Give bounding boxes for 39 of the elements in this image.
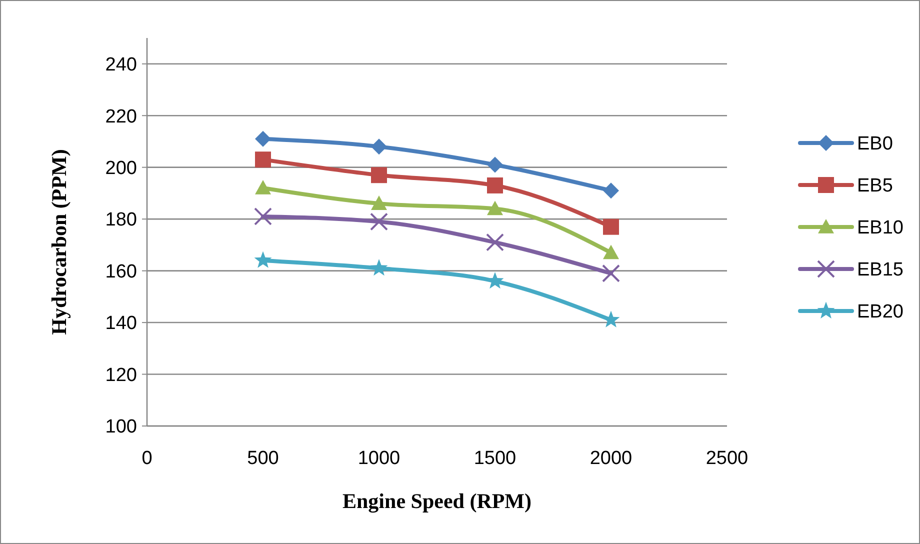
point — [255, 130, 271, 147]
x-tick-label: 1000 — [358, 448, 400, 469]
x-tick-label: 1500 — [474, 448, 516, 469]
x-axis-title: Engine Speed (RPM) — [342, 489, 532, 513]
y-tick-label: 180 — [105, 210, 137, 231]
point — [370, 212, 388, 231]
point — [487, 200, 503, 216]
point — [486, 233, 504, 252]
legend-label: EB0 — [857, 134, 893, 155]
point — [371, 167, 387, 184]
point — [371, 196, 387, 210]
y-tick-label: 120 — [105, 364, 137, 386]
x-tick-label: 2000 — [590, 448, 632, 469]
y-tick-label: 140 — [105, 313, 137, 334]
point — [602, 264, 620, 282]
y-tick-label: 220 — [105, 106, 137, 128]
point — [255, 180, 271, 194]
y-tick-label: 200 — [105, 158, 137, 179]
y-tick-label: 160 — [105, 261, 137, 282]
point — [603, 182, 619, 199]
point — [487, 177, 503, 194]
point — [254, 207, 272, 226]
x-tick-label: 0 — [142, 448, 152, 469]
y-tick-label: 100 — [105, 416, 137, 438]
x-tick-label: 500 — [247, 448, 279, 469]
x-tick-label: 2500 — [706, 448, 748, 469]
point — [487, 156, 503, 173]
legend-label: EB20 — [857, 302, 904, 323]
legend-label: EB10 — [857, 218, 904, 239]
point — [370, 259, 388, 276]
point — [603, 218, 619, 235]
legend-label: EB5 — [857, 176, 893, 197]
point — [603, 244, 619, 260]
y-tick-label: 240 — [105, 54, 137, 76]
legend-label: EB15 — [857, 260, 904, 281]
point — [371, 138, 387, 155]
y-axis-title: Hydrocarbon (PPM) — [47, 149, 71, 335]
point — [254, 251, 272, 268]
point — [255, 152, 271, 168]
